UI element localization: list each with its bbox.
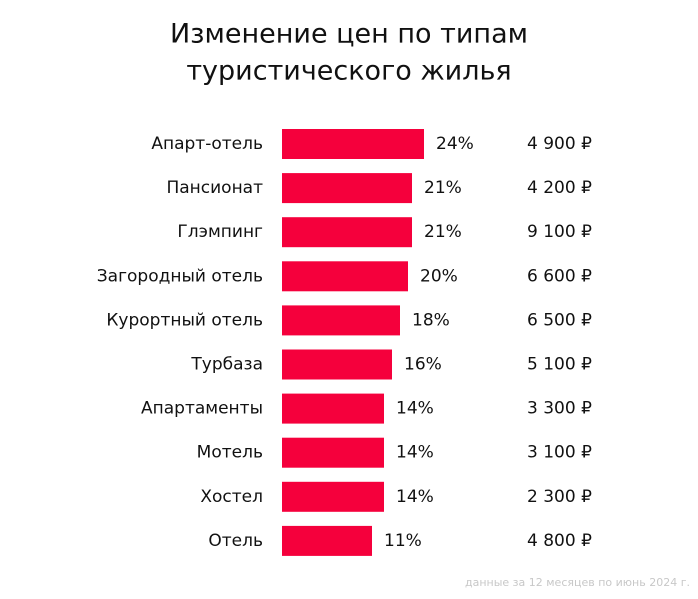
bar bbox=[282, 217, 412, 248]
category-label: Хостел bbox=[200, 487, 263, 507]
chart-title: Изменение цен по типам bbox=[170, 19, 528, 50]
category-label: Апарт-отель bbox=[151, 134, 263, 154]
price-label: 3 300 ₽ bbox=[527, 399, 592, 419]
price-label: 6 500 ₽ bbox=[527, 310, 592, 330]
price-label: 2 300 ₽ bbox=[527, 487, 592, 507]
category-label: Курортный отель bbox=[106, 310, 263, 330]
price-label: 4 200 ₽ bbox=[527, 178, 592, 198]
bar bbox=[282, 349, 392, 380]
value-label: 21% bbox=[424, 178, 462, 198]
value-label: 16% bbox=[404, 355, 442, 375]
chart-title: туристического жилья bbox=[186, 56, 511, 87]
category-label: Глэмпинг bbox=[177, 222, 263, 242]
value-label: 14% bbox=[396, 487, 434, 507]
value-label: 20% bbox=[420, 266, 458, 286]
value-label: 14% bbox=[396, 443, 434, 463]
price-label: 4 900 ₽ bbox=[527, 134, 592, 154]
bar bbox=[282, 261, 408, 292]
price-label: 3 100 ₽ bbox=[527, 443, 592, 463]
price-label: 6 600 ₽ bbox=[527, 266, 592, 286]
bar bbox=[282, 129, 424, 159]
bar bbox=[282, 393, 384, 424]
bar bbox=[282, 173, 412, 204]
value-label: 14% bbox=[396, 399, 434, 419]
value-label: 11% bbox=[384, 531, 422, 551]
value-label: 18% bbox=[412, 310, 450, 330]
category-label: Отель bbox=[208, 531, 263, 551]
bar bbox=[282, 305, 400, 336]
bar bbox=[282, 525, 372, 556]
value-label: 21% bbox=[424, 222, 462, 242]
price-label: 9 100 ₽ bbox=[527, 222, 592, 242]
category-label: Апартаменты bbox=[141, 399, 263, 419]
price-label: 4 800 ₽ bbox=[527, 531, 592, 551]
price-label: 5 100 ₽ bbox=[527, 355, 592, 375]
category-label: Турбаза bbox=[190, 355, 263, 375]
category-label: Пансионат bbox=[166, 178, 263, 198]
category-label: Мотель bbox=[197, 443, 263, 463]
footnote: данные за 12 месяцев по июнь 2024 г. bbox=[465, 576, 690, 589]
bar bbox=[282, 437, 384, 468]
category-label: Загородный отель bbox=[97, 266, 263, 286]
bar bbox=[282, 481, 384, 512]
value-label: 24% bbox=[436, 134, 474, 154]
